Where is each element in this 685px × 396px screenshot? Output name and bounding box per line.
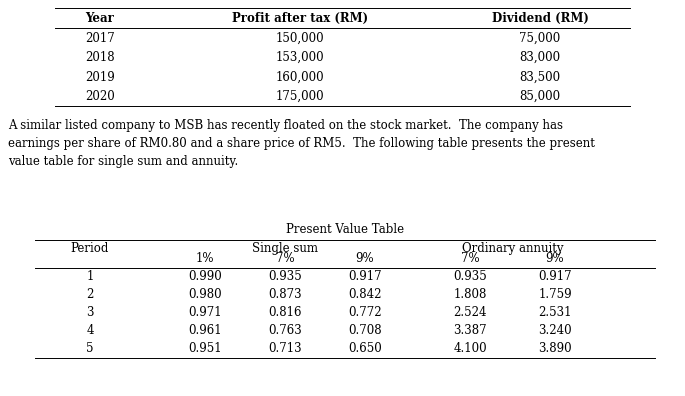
Text: 1.808: 1.808 [453,288,486,301]
Text: 2020: 2020 [85,90,115,103]
Text: 0.935: 0.935 [268,270,302,284]
Text: 7%: 7% [461,252,480,265]
Text: 0.713: 0.713 [269,341,302,354]
Text: 85,000: 85,000 [519,90,560,103]
Text: Dividend (RM): Dividend (RM) [492,12,588,25]
Text: earnings per share of RM0.80 and a share price of RM5.  The following table pres: earnings per share of RM0.80 and a share… [8,137,595,150]
Text: 5: 5 [86,341,94,354]
Text: 0.935: 0.935 [453,270,487,284]
Text: 0.980: 0.980 [188,288,222,301]
Text: 0.772: 0.772 [348,306,382,319]
Text: 3.890: 3.890 [538,341,572,354]
Text: Single sum: Single sum [252,242,318,255]
Text: 0.650: 0.650 [348,341,382,354]
Text: Ordinary annuity: Ordinary annuity [462,242,563,255]
Text: 9%: 9% [546,252,564,265]
Text: 3: 3 [86,306,94,319]
Text: Year: Year [86,12,114,25]
Text: 0.708: 0.708 [348,324,382,337]
Text: 150,000: 150,000 [275,32,324,45]
Text: 0.990: 0.990 [188,270,222,284]
Text: 3.240: 3.240 [538,324,572,337]
Text: 83,500: 83,500 [519,71,560,84]
Text: 2017: 2017 [85,32,115,45]
Text: value table for single sum and annuity.: value table for single sum and annuity. [8,154,238,168]
Text: 160,000: 160,000 [275,71,324,84]
Text: 2.531: 2.531 [538,306,572,319]
Text: 4: 4 [86,324,94,337]
Text: 2018: 2018 [85,51,115,64]
Text: 175,000: 175,000 [275,90,324,103]
Text: 153,000: 153,000 [275,51,324,64]
Text: 2: 2 [86,288,94,301]
Text: 3.387: 3.387 [453,324,487,337]
Text: 0.816: 0.816 [269,306,302,319]
Text: 0.917: 0.917 [348,270,382,284]
Text: 9%: 9% [356,252,374,265]
Text: 1.759: 1.759 [538,288,572,301]
Text: 75,000: 75,000 [519,32,560,45]
Text: 2019: 2019 [85,71,115,84]
Text: 4.100: 4.100 [453,341,487,354]
Text: 0.873: 0.873 [269,288,302,301]
Text: 0.971: 0.971 [188,306,222,319]
Text: 7%: 7% [275,252,295,265]
Text: 0.951: 0.951 [188,341,222,354]
Text: 0.961: 0.961 [188,324,222,337]
Text: Profit after tax (RM): Profit after tax (RM) [232,12,368,25]
Text: 1%: 1% [196,252,214,265]
Text: Present Value Table: Present Value Table [286,223,404,236]
Text: Period: Period [71,242,109,255]
Text: 1: 1 [86,270,94,284]
Text: 0.917: 0.917 [538,270,572,284]
Text: A similar listed company to MSB has recently floated on the stock market.  The c: A similar listed company to MSB has rece… [8,120,563,133]
Text: 0.842: 0.842 [348,288,382,301]
Text: 83,000: 83,000 [519,51,560,64]
Text: 0.763: 0.763 [268,324,302,337]
Text: 2.524: 2.524 [453,306,487,319]
